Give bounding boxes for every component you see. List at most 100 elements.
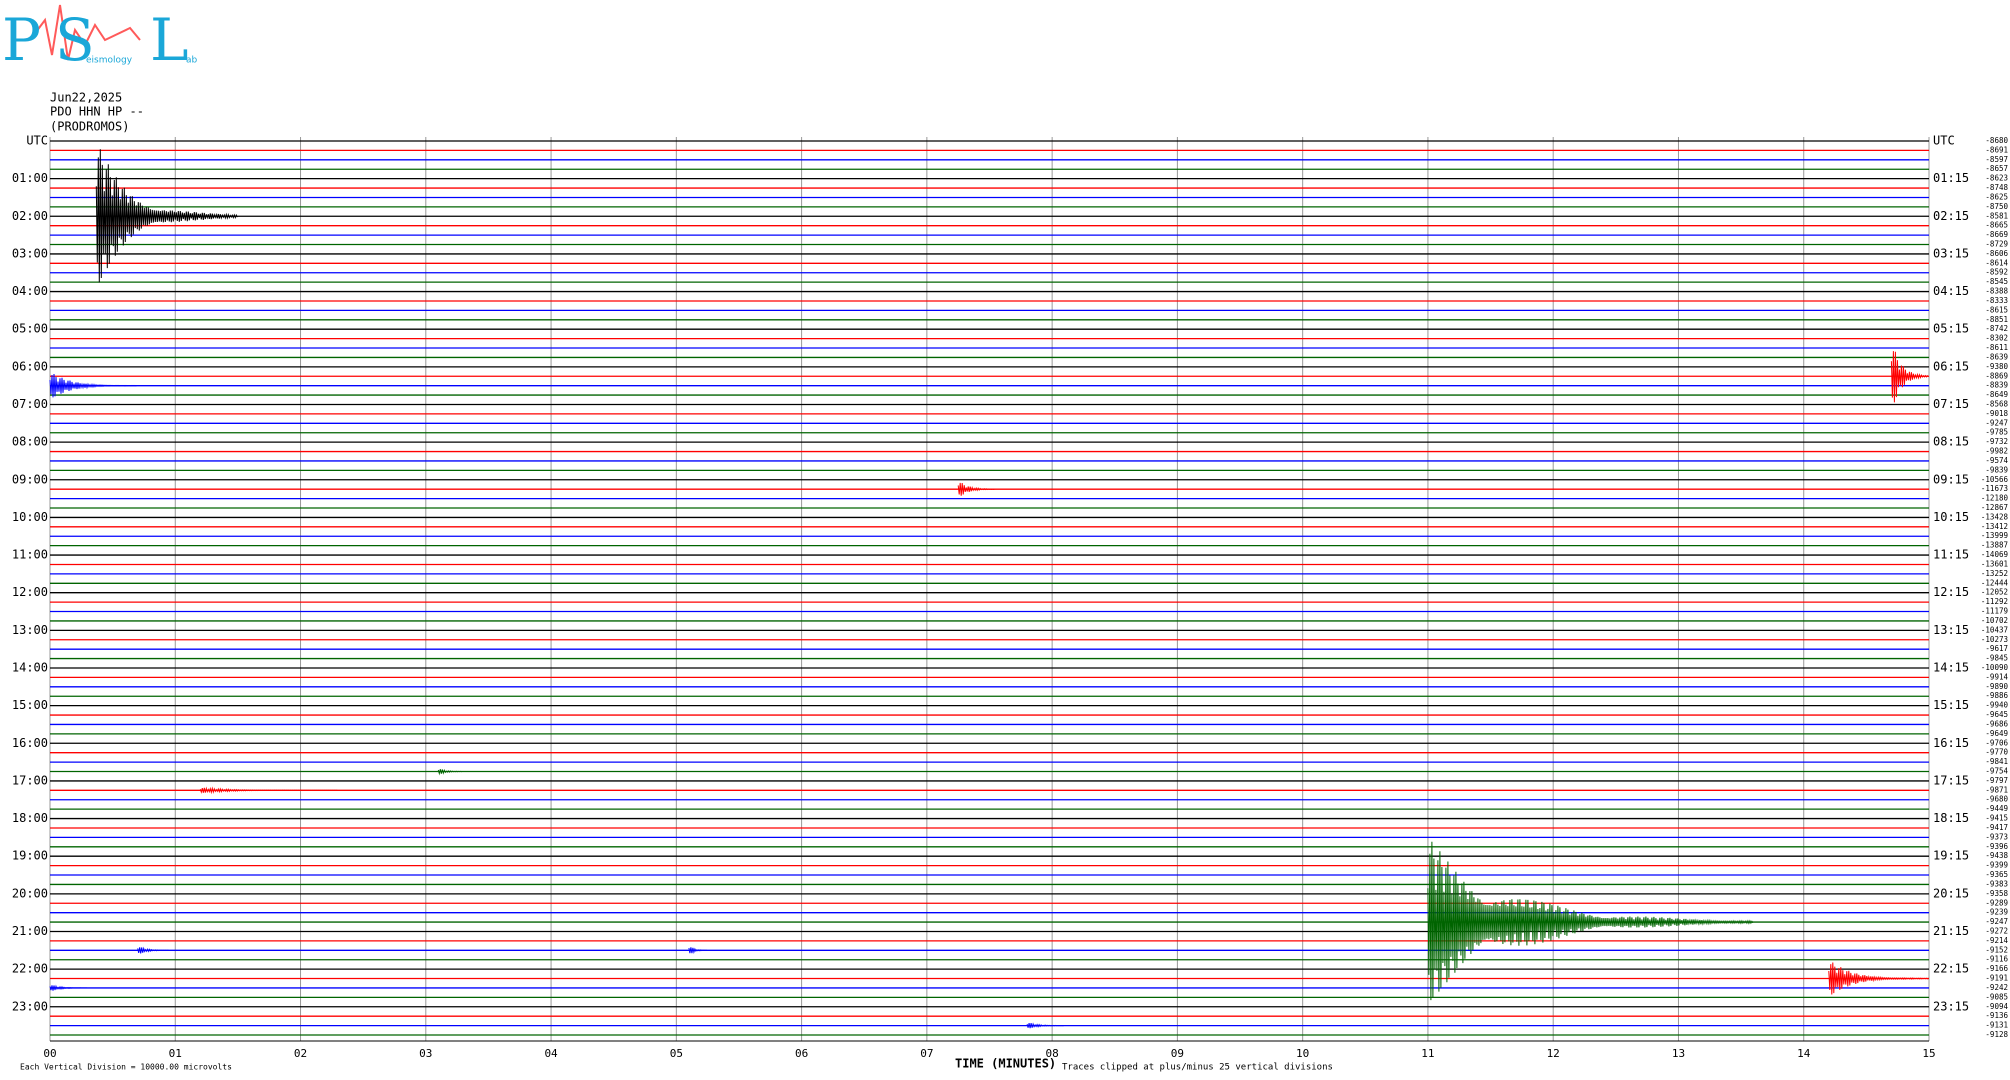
- row-offset: -9247: [1985, 917, 2008, 926]
- x-tick-label: 06: [795, 1047, 808, 1060]
- hour-label: 01:00: [12, 171, 48, 185]
- hour-label: 08:00: [12, 435, 48, 449]
- row-offset: -8851: [1985, 315, 2008, 324]
- x-axis-label: TIME (MINUTES): [955, 1057, 1056, 1071]
- row-offset: -8581: [1985, 211, 2008, 220]
- row-offset: -10566: [1981, 475, 2009, 484]
- row-offset: -8614: [1985, 258, 2008, 267]
- hour-label: UTC: [26, 134, 48, 148]
- x-tick-label: 04: [544, 1047, 558, 1060]
- row-offset: -8606: [1985, 249, 2008, 258]
- row-offset: -11179: [1981, 607, 2008, 616]
- row-offset: -8680: [1985, 136, 2008, 145]
- row-offset: -9289: [1985, 898, 2008, 907]
- row-offset: -13601: [1981, 559, 2008, 568]
- seismic-event: [1026, 1022, 1065, 1029]
- hour-label: 04:15: [1933, 284, 1969, 298]
- row-offset: -9845: [1985, 654, 2008, 663]
- hour-label: 19:15: [1933, 849, 1969, 863]
- hour-label: 05:00: [12, 322, 48, 336]
- hour-label: 09:00: [12, 472, 48, 486]
- hour-label: 22:00: [12, 962, 48, 976]
- row-offset: -8649: [1985, 390, 2008, 399]
- logo: P S L eismology ab: [2, 4, 198, 74]
- x-tick-label: 12: [1547, 1047, 1560, 1060]
- row-offset: -9417: [1985, 823, 2008, 832]
- row-offset: -9131: [1985, 1021, 2008, 1030]
- row-offset: -11673: [1981, 484, 2008, 493]
- row-offset: -8729: [1985, 240, 2008, 249]
- hour-label: 12:00: [12, 585, 48, 599]
- row-offset: -9396: [1985, 842, 2008, 851]
- x-tick-label: 00: [43, 1047, 56, 1060]
- hour-label: 10:00: [12, 510, 48, 524]
- row-offset: -8839: [1985, 381, 2008, 390]
- x-tick-label: 07: [920, 1047, 933, 1060]
- row-offset: -9754: [1985, 767, 2008, 776]
- x-tick-label: 09: [1171, 1047, 1184, 1060]
- row-offset: -13999: [1981, 531, 2008, 540]
- hour-label: 16:15: [1933, 736, 1969, 750]
- row-offset: -10090: [1981, 663, 2009, 672]
- hour-label: 11:15: [1933, 548, 1969, 562]
- row-offset: -9886: [1985, 691, 2008, 700]
- row-offset: -9785: [1985, 428, 2008, 437]
- seismic-event: [199, 786, 338, 795]
- row-offset: -8669: [1985, 230, 2008, 239]
- x-tick-label: 01: [169, 1047, 182, 1060]
- hour-label: 17:00: [12, 773, 48, 787]
- hour-label: 02:00: [12, 209, 48, 223]
- row-offset: -9247: [1985, 418, 2008, 427]
- hour-label: 13:00: [12, 623, 48, 637]
- seismic-event: [137, 946, 169, 954]
- row-offset: -9152: [1985, 945, 2008, 954]
- row-offset: -9839: [1985, 465, 2008, 474]
- row-offset: -8568: [1985, 399, 2008, 408]
- row-offset: -9242: [1985, 983, 2008, 992]
- row-offset: -9649: [1985, 729, 2008, 738]
- row-offset: -8742: [1985, 324, 2008, 333]
- row-offset: -9166: [1985, 964, 2008, 973]
- x-tick-label: 10: [1296, 1047, 1309, 1060]
- row-offset: -9706: [1985, 738, 2008, 747]
- row-offset: -8302: [1985, 334, 2008, 343]
- row-offset: -9094: [1985, 1002, 2008, 1011]
- hour-label: 14:15: [1933, 660, 1969, 674]
- logo-text: eismology: [86, 56, 133, 66]
- x-tick-label: 13: [1672, 1047, 1685, 1060]
- row-offset: -9617: [1985, 644, 2008, 653]
- hour-label: 08:15: [1933, 435, 1969, 449]
- hour-label: 11:00: [12, 548, 48, 562]
- hour-label: 02:15: [1933, 209, 1969, 223]
- row-offset: -9680: [1985, 795, 2008, 804]
- row-offset: -13428: [1981, 512, 2009, 521]
- seismic-event: [95, 149, 238, 283]
- hour-label: 14:00: [12, 660, 48, 674]
- row-offset: -9358: [1985, 889, 2008, 898]
- hour-label: 13:15: [1933, 623, 1969, 637]
- row-offset: -8625: [1985, 192, 2008, 201]
- x-tick-label: 05: [670, 1047, 683, 1060]
- row-offset: -12867: [1981, 503, 2008, 512]
- hour-label: 03:00: [12, 246, 48, 260]
- hour-label: 15:15: [1933, 698, 1969, 712]
- x-tick-label: 14: [1797, 1047, 1811, 1060]
- row-offset: -13252: [1981, 569, 2008, 578]
- row-offset: -13887: [1981, 541, 2008, 550]
- row-offset: -13412: [1981, 522, 2008, 531]
- hour-label: 03:15: [1933, 246, 1969, 260]
- row-offset: -9018: [1985, 409, 2008, 418]
- seismic-event: [437, 769, 464, 776]
- hour-label: 23:15: [1933, 999, 1969, 1013]
- row-offset: -9890: [1985, 682, 2008, 691]
- seismic-event: [1890, 351, 1929, 403]
- row-offset: -8657: [1985, 164, 2008, 173]
- row-offset: -8615: [1985, 305, 2008, 314]
- row-offset: -9191: [1985, 974, 2008, 983]
- hour-label: 18:00: [12, 811, 48, 825]
- x-tick-label: 08: [1046, 1047, 1059, 1060]
- row-offset: -8639: [1985, 352, 2008, 361]
- row-offset: -9272: [1985, 926, 2008, 935]
- date: Jun22,2025: [50, 91, 122, 105]
- row-offset: -9085: [1985, 992, 2008, 1001]
